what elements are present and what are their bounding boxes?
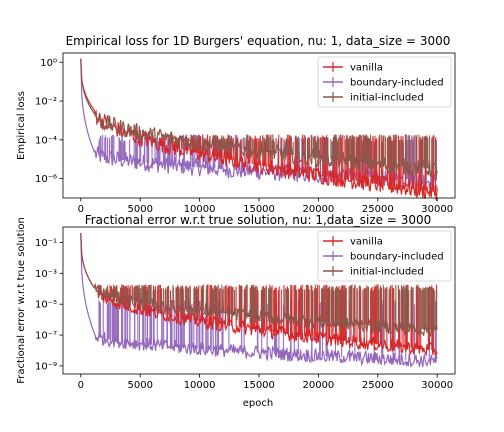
legend-item: boundary-included bbox=[323, 77, 444, 89]
series-line bbox=[80, 233, 438, 337]
series-line bbox=[80, 233, 438, 368]
y-tick-label: 10⁰ bbox=[40, 58, 57, 69]
x-tick-label: 0 bbox=[78, 204, 84, 215]
x-tick-label: 0 bbox=[78, 380, 84, 391]
x-tick-label: 30000 bbox=[421, 204, 453, 215]
legend-item: boundary-included bbox=[323, 251, 444, 263]
series-initial-included bbox=[80, 58, 438, 178]
legend-label: vanilla bbox=[350, 237, 383, 248]
x-tick-label: 25000 bbox=[362, 380, 394, 391]
x-tick-label: 10000 bbox=[184, 204, 216, 215]
y-tick-label: 10⁻⁹ bbox=[35, 361, 57, 372]
legend-item: initial-included bbox=[323, 266, 424, 278]
x-tick-label: 15000 bbox=[243, 380, 275, 391]
x-tick-label: 25000 bbox=[362, 204, 394, 215]
y-tick-label: 10⁻⁴ bbox=[35, 135, 57, 146]
chart-fractional-error: Fractional error w.r.t true solution, nu… bbox=[16, 213, 456, 409]
legend-label: boundary-included bbox=[350, 252, 444, 263]
x-tick-label: 30000 bbox=[421, 380, 453, 391]
y-tick-label: 10⁻³ bbox=[35, 269, 57, 280]
y-axis-label: Fractional error w.r.t true solution bbox=[16, 217, 27, 384]
x-tick-label: 10000 bbox=[184, 380, 216, 391]
legend-label: initial-included bbox=[350, 267, 424, 278]
x-tick-label: 15000 bbox=[243, 204, 275, 215]
legend-box bbox=[317, 56, 452, 108]
x-axis-label: epoch bbox=[243, 398, 273, 409]
legend-label: initial-included bbox=[350, 93, 424, 104]
legend-label: vanilla bbox=[350, 63, 383, 74]
chart-empirical-loss: Empirical loss for 1D Burgers' equation,… bbox=[16, 34, 456, 215]
series-spikes bbox=[98, 284, 438, 331]
series-line bbox=[80, 58, 438, 178]
series-spikes bbox=[153, 134, 437, 170]
x-tick-label: 20000 bbox=[302, 204, 334, 215]
y-tick-label: 10⁻² bbox=[35, 97, 57, 108]
x-tick-label: 5000 bbox=[127, 204, 152, 215]
y-tick-label: 10⁻¹ bbox=[35, 238, 57, 249]
legend-item: initial-included bbox=[323, 92, 424, 104]
legend-item: vanilla bbox=[323, 236, 383, 248]
x-tick-label: 20000 bbox=[302, 380, 334, 391]
series-initial-included bbox=[80, 233, 438, 337]
y-tick-label: 10⁻⁵ bbox=[35, 300, 57, 311]
chart-title: Fractional error w.r.t true solution, nu… bbox=[85, 213, 432, 227]
chart-title: Empirical loss for 1D Burgers' equation,… bbox=[66, 34, 451, 48]
legend-label: boundary-included bbox=[350, 78, 444, 89]
y-axis-label: Empirical loss bbox=[16, 91, 27, 160]
y-tick-label: 10⁻⁷ bbox=[35, 331, 57, 342]
legend-box bbox=[317, 230, 452, 282]
y-tick-label: 10⁻⁶ bbox=[35, 174, 57, 185]
legend-item: vanilla bbox=[323, 62, 383, 74]
x-tick-label: 5000 bbox=[127, 380, 152, 391]
